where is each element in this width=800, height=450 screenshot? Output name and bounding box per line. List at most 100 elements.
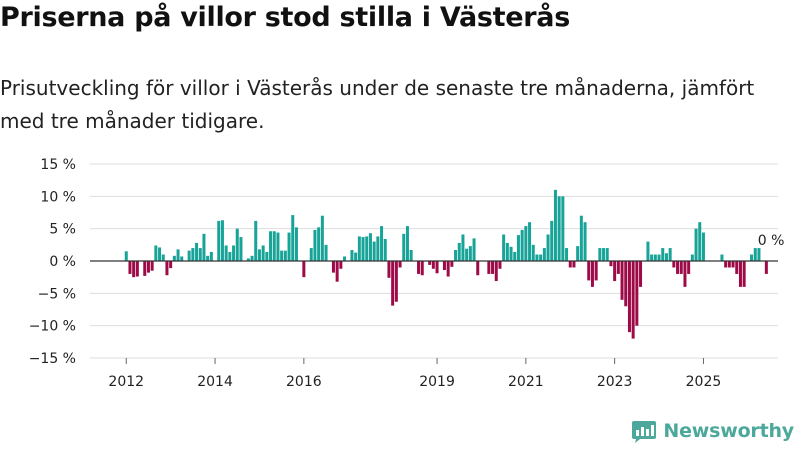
- bar: [135, 261, 139, 277]
- bar: [757, 248, 761, 261]
- bar: [132, 261, 136, 278]
- bar: [502, 234, 506, 261]
- bar: [557, 196, 561, 261]
- bar: [324, 244, 328, 261]
- bar: [191, 248, 195, 261]
- x-tick-label: 2019: [419, 374, 455, 390]
- bar: [235, 228, 239, 261]
- bar: [616, 261, 620, 274]
- bar: [520, 229, 524, 261]
- bar: [409, 250, 413, 261]
- bar: [198, 248, 202, 261]
- bar: [195, 242, 199, 261]
- x-tick-label: 2025: [686, 374, 722, 390]
- bar: [679, 261, 683, 274]
- bar: [550, 220, 554, 261]
- page-title: Priserna på villor stod stilla i Västerå…: [0, 2, 570, 33]
- bar: [620, 261, 624, 300]
- bar: [428, 261, 432, 265]
- bar: [561, 196, 565, 261]
- bar-chart-logo-icon: [632, 421, 657, 443]
- bar: [313, 229, 317, 261]
- bar: [668, 248, 672, 261]
- bar: [454, 250, 458, 261]
- grid-lines: [90, 163, 778, 359]
- y-tick-label: 5 %: [49, 222, 76, 238]
- bar: [635, 261, 639, 326]
- bar: [742, 261, 746, 287]
- bar: [627, 261, 631, 333]
- bar: [590, 261, 594, 287]
- bar: [657, 254, 661, 261]
- bar: [542, 248, 546, 261]
- bar: [505, 242, 509, 261]
- bar: [472, 238, 476, 261]
- bar: [372, 241, 376, 261]
- bar: [653, 254, 657, 261]
- y-tick-label: 0 %: [49, 254, 76, 270]
- bar: [579, 215, 583, 261]
- bar: [376, 236, 380, 261]
- bar: [646, 241, 650, 261]
- bar: [187, 250, 191, 261]
- y-axis-labels: 15 % 10 % 5 % 0 % −5 % −10 % −15 %: [29, 157, 76, 367]
- bar: [446, 261, 450, 277]
- bar: [694, 228, 698, 261]
- bar: [764, 261, 768, 274]
- bar: [158, 247, 162, 261]
- bar: [498, 261, 502, 269]
- bar: [676, 261, 680, 274]
- bar: [202, 233, 206, 261]
- bar: [624, 261, 628, 307]
- y-tick-label: −10 %: [29, 319, 76, 335]
- bar: [354, 252, 358, 261]
- bar: [487, 261, 491, 274]
- bar: [720, 254, 724, 261]
- bar: [380, 226, 384, 261]
- bar: [228, 251, 232, 261]
- bar: [457, 242, 461, 261]
- bar: [387, 261, 391, 278]
- bar: [124, 251, 128, 261]
- bar: [727, 261, 731, 268]
- x-tick-label: 2016: [286, 374, 322, 390]
- bar: [291, 215, 295, 261]
- bar: [476, 261, 480, 276]
- bar: [535, 254, 539, 261]
- bar: [217, 220, 221, 261]
- bar: [265, 251, 269, 261]
- x-tick-label: 2012: [108, 374, 144, 390]
- bar: [491, 261, 495, 274]
- bar: [609, 261, 613, 267]
- bar: [528, 222, 532, 261]
- bar-series: [124, 189, 768, 339]
- bar: [576, 246, 580, 261]
- bar: [468, 246, 472, 261]
- bar: [605, 248, 609, 261]
- bar: [180, 256, 184, 261]
- y-tick-label: 15 %: [40, 157, 76, 173]
- latest-value-label: 0 %: [758, 233, 785, 249]
- bar: [598, 248, 602, 261]
- bar: [750, 254, 754, 261]
- bar: [365, 236, 369, 261]
- bar: [398, 261, 402, 268]
- bar: [583, 222, 587, 261]
- bar: [672, 261, 676, 268]
- bar: [232, 245, 236, 261]
- bar: [169, 261, 173, 269]
- bar: [280, 250, 284, 261]
- bar: [594, 261, 598, 281]
- bar: [283, 250, 287, 261]
- bar: [539, 254, 543, 261]
- bar: [683, 261, 687, 287]
- bar: [553, 189, 557, 261]
- bar: [587, 261, 591, 281]
- bar: [250, 255, 254, 261]
- bar: [431, 261, 435, 269]
- bar: [687, 261, 691, 274]
- bar: [731, 261, 735, 268]
- bar: [602, 248, 606, 261]
- bar: [272, 231, 276, 261]
